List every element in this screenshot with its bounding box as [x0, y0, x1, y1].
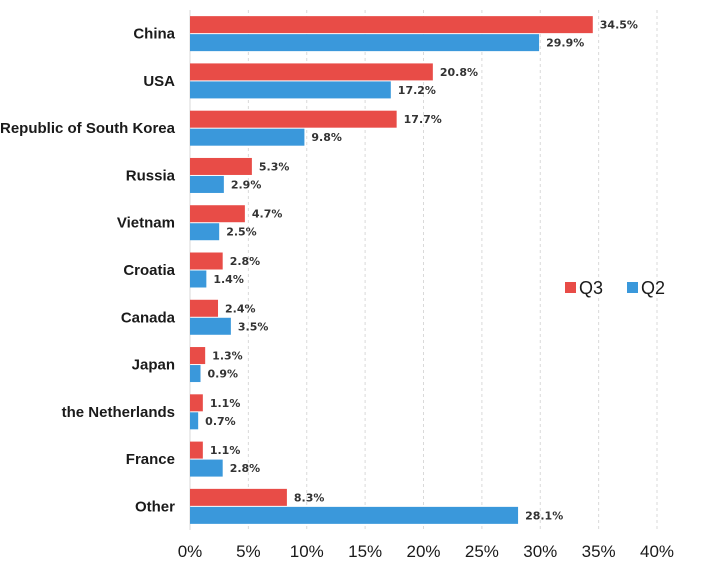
x-tick-label: 20%: [406, 542, 440, 561]
bar-q2: [190, 506, 519, 524]
bar-q3: [190, 299, 219, 317]
bar-q3: [190, 63, 433, 81]
legend-swatch-q2: [627, 282, 638, 293]
category-label: Republic of South Korea: [0, 120, 176, 137]
legend-swatch-q3: [565, 282, 576, 293]
x-tick-label: 25%: [465, 542, 499, 561]
category-label: the Netherlands: [62, 404, 175, 421]
category-label: China: [133, 26, 175, 43]
legend-label-q3: Q3: [579, 278, 603, 298]
bar-q2: [190, 81, 391, 99]
data-label-q3: 8.3%: [294, 491, 325, 504]
data-label-q2: 3.5%: [238, 320, 269, 333]
data-label-q3: 34.5%: [600, 19, 638, 32]
category-label: Vietnam: [117, 215, 175, 232]
bar-q3: [190, 488, 287, 506]
data-label-q2: 2.9%: [231, 178, 262, 191]
legend-label-q2: Q2: [641, 278, 665, 298]
bar-q3: [190, 441, 203, 459]
category-label: Canada: [121, 309, 176, 326]
x-tick-label: 40%: [640, 542, 674, 561]
data-label-q2: 17.2%: [398, 84, 436, 97]
data-label-q3: 2.8%: [230, 255, 261, 268]
data-label-q2: 29.9%: [546, 37, 584, 50]
data-label-q2: 9.8%: [311, 131, 342, 144]
data-label-q3: 17.7%: [404, 113, 442, 126]
data-label-q2: 2.8%: [230, 462, 261, 475]
data-label-q2: 1.4%: [213, 273, 244, 286]
legend: Q3 Q2: [565, 278, 665, 298]
bars: [190, 16, 593, 524]
bar-q3: [190, 347, 206, 365]
data-label-q3: 1.1%: [210, 397, 241, 410]
category-label: Japan: [132, 357, 175, 374]
data-label-q3: 20.8%: [440, 66, 478, 79]
data-label-q2: 0.9%: [208, 368, 239, 381]
bar-q3: [190, 110, 397, 128]
data-label-q2: 0.7%: [205, 415, 236, 428]
bar-q2: [190, 270, 207, 288]
category-label: Other: [135, 498, 175, 515]
category-label: Croatia: [123, 262, 175, 279]
bar-q3: [190, 157, 252, 175]
bar-q2: [190, 223, 220, 241]
x-tick-label: 10%: [290, 542, 324, 561]
labels: 0% 5% 10% 15% 20% 25% 30% 35% 40% China 34.5% 29.9%…: [0, 19, 674, 561]
category-label: France: [126, 451, 175, 468]
bar-q2: [190, 175, 224, 193]
bar-q3: [190, 252, 223, 270]
data-label-q2: 28.1%: [525, 509, 563, 522]
bar-q3: [190, 394, 203, 412]
x-tick-label: 0%: [178, 542, 203, 561]
data-label-q3: 2.4%: [225, 302, 256, 315]
bar-q2: [190, 128, 305, 146]
x-tick-label: 30%: [523, 542, 557, 561]
data-label-q2: 2.5%: [226, 226, 257, 239]
x-tick-label: 5%: [236, 542, 261, 561]
data-label-q3: 5.3%: [259, 160, 290, 173]
bar-q2: [190, 34, 540, 52]
data-label-q3: 1.3%: [212, 350, 243, 363]
data-label-q3: 4.7%: [252, 208, 283, 221]
bar-q2: [190, 412, 199, 430]
bar-q2: [190, 317, 231, 335]
category-label: USA: [143, 73, 175, 90]
bar-q2: [190, 459, 223, 477]
bar-q3: [190, 205, 245, 223]
data-label-q3: 1.1%: [210, 444, 241, 457]
x-tick-label: 15%: [348, 542, 382, 561]
category-label: Russia: [126, 167, 176, 184]
bar-q2: [190, 365, 201, 383]
x-tick-label: 35%: [582, 542, 616, 561]
bar-q3: [190, 16, 593, 34]
